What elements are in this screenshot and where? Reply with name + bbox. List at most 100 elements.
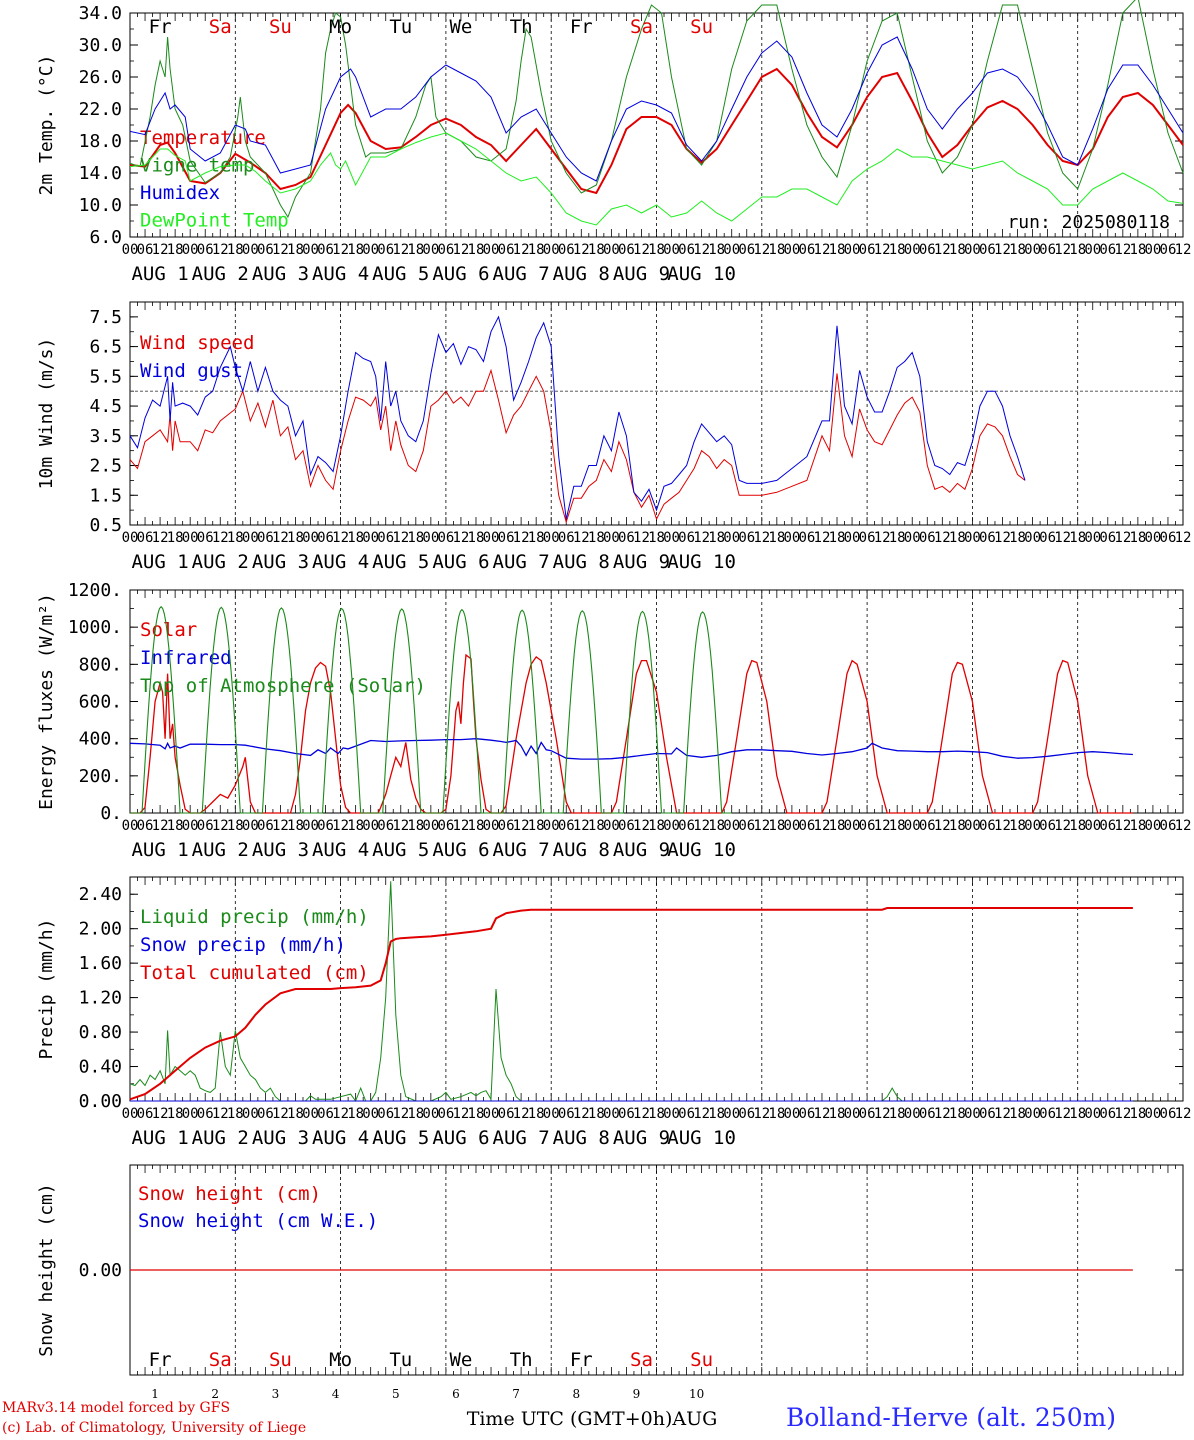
hour-tick-label: 06 [1039,242,1056,258]
hour-tick-label: 18 [829,530,846,546]
hour-tick-label: 06 [1099,818,1116,834]
hour-tick-label: 00 [362,1106,379,1122]
hour-tick-label: 06 [859,530,876,546]
hour-tick-label: 06 [618,1106,635,1122]
date-number-label: 1 [151,1387,159,1401]
y-tick-label: 0.40 [79,1057,122,1078]
hour-tick-label: 18 [708,1106,725,1122]
date-number-label: 6 [452,1387,460,1401]
hour-tick-label: 06 [1039,818,1056,834]
hour-tick-label: 00 [122,1106,139,1122]
hour-tick-label: 06 [919,818,936,834]
day-date-label: AUG 5 [372,1127,429,1149]
hour-tick-label: 06 [317,242,334,258]
day-of-week-label: Th [510,1349,533,1371]
hour-tick-label: 12 [814,530,831,546]
hour-tick-label: 18 [227,530,244,546]
hour-tick-label: 00 [1024,818,1041,834]
hour-tick-label: 12 [934,530,951,546]
day-of-week-label: Sa [209,1349,232,1371]
legend-entry: Total cumulated (cm) [140,962,369,984]
day-of-week-label: Tu [389,16,412,38]
hour-tick-label: 18 [287,818,304,834]
hour-tick-label: 00 [362,242,379,258]
hour-tick-label: 18 [407,818,424,834]
y-tick-label: 1000. [68,617,122,638]
hour-tick-label: 06 [317,530,334,546]
hour-tick-label: 06 [979,1106,996,1122]
hour-tick-label: 00 [1024,1106,1041,1122]
hour-tick-label: 00 [904,242,921,258]
hour-tick-label: 12 [693,1106,710,1122]
day-date-label: AUG 2 [192,551,249,573]
hour-tick-label: 06 [1160,1106,1177,1122]
date-number-label: 10 [689,1387,704,1401]
date-number-label: 5 [392,1387,400,1401]
hour-tick-label: 06 [377,530,394,546]
series-line-wind-speed [129,368,1026,524]
hour-tick-label: 00 [543,530,560,546]
hour-tick-label: 00 [422,1106,439,1122]
hour-tick-label: 12 [152,242,169,258]
hour-tick-label: 12 [453,1106,470,1122]
day-of-week-label: Fr [570,16,593,38]
y-tick-label: 0.80 [79,1022,122,1043]
hour-tick-label: 18 [768,818,785,834]
hour-tick-label: 18 [949,1106,966,1122]
hour-tick-label: 12 [994,818,1011,834]
day-date-label: AUG 9 [613,839,670,861]
day-date-label: AUG 6 [432,1127,489,1149]
day-date-label: AUG 5 [372,839,429,861]
date-number-label: 2 [211,1387,219,1401]
day-date-label: AUG 3 [252,551,309,573]
y-axis-label: Precip (mm/h) [36,919,57,1060]
y-tick-label: 2.5 [89,456,122,477]
day-date-label: AUG 4 [312,1127,369,1149]
hour-tick-label: 18 [407,1106,424,1122]
hour-tick-label: 12 [1054,1106,1071,1122]
hour-tick-label: 00 [483,1106,500,1122]
lab-credit: (c) Lab. of Climatology, University of L… [2,1420,307,1436]
hour-tick-label: 18 [889,1106,906,1122]
hour-tick-label: 06 [498,530,515,546]
hour-tick-label: 12 [573,242,590,258]
hour-tick-label: 18 [287,530,304,546]
hour-tick-label: 12 [332,242,349,258]
hour-tick-label: 12 [392,530,409,546]
hour-tick-label: 00 [663,818,680,834]
legend-entry: Humidex [140,182,220,204]
hour-tick-label: 00 [603,1106,620,1122]
day-date-label: AUG 7 [493,551,550,573]
day-date-label: AUG 4 [312,839,369,861]
hour-tick-label: 06 [377,1106,394,1122]
hour-tick-label: 18 [287,1106,304,1122]
hour-tick-label: 12 [1054,242,1071,258]
hour-tick-label: 00 [1024,530,1041,546]
hour-tick-label: 06 [197,818,214,834]
y-tick-label: 6.0 [89,227,122,248]
hour-tick-label: 18 [528,818,545,834]
hour-tick-label: 06 [437,818,454,834]
hour-tick-label: 00 [543,818,560,834]
day-of-week-label: Mo [329,16,352,38]
y-axis-label: 10m Wind (m/s) [36,338,57,490]
hour-tick-label: 18 [1009,242,1026,258]
hour-tick-label: 00 [844,530,861,546]
hour-tick-label: 18 [708,530,725,546]
y-tick-label: 600. [79,692,122,713]
y-axis-label: Energy fluxes (W/m²) [36,593,57,810]
hour-tick-label: 06 [618,530,635,546]
hour-tick-label: 18 [287,242,304,258]
hour-tick-label: 06 [678,530,695,546]
hour-tick-label: 00 [543,242,560,258]
hour-tick-label: 12 [453,242,470,258]
hour-tick-label: 12 [272,818,289,834]
day-of-week-label: Sa [630,1349,653,1371]
day-date-label: AUG 1 [131,839,188,861]
hour-tick-label: 06 [257,1106,274,1122]
y-tick-label: 34.0 [79,3,122,24]
hour-tick-label: 00 [1144,818,1161,834]
hour-tick-label: 00 [904,530,921,546]
y-tick-label: 14.0 [79,163,122,184]
hour-tick-label: 18 [1069,242,1086,258]
